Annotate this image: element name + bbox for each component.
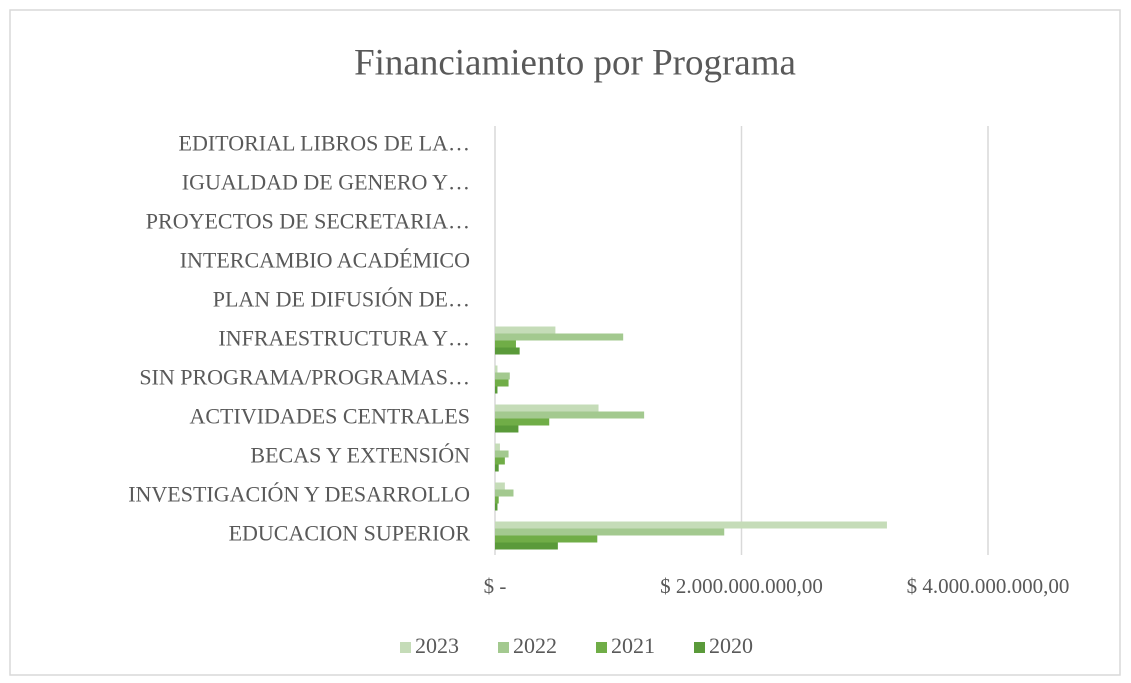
bar [495, 443, 500, 451]
bar [495, 333, 624, 341]
x-tick-label: $ - [484, 574, 507, 598]
bar [495, 372, 510, 380]
legend-label: 2023 [415, 633, 459, 658]
bar [495, 365, 498, 373]
bar [495, 528, 725, 536]
bar [495, 450, 509, 458]
y-tick-label: ACTIVIDADES CENTRALES [190, 404, 471, 429]
y-tick-label: PROYECTOS DE SECRETARIA… [146, 209, 470, 234]
y-tick-label: IGUALDAD DE GENERO Y… [182, 170, 470, 195]
bar [495, 535, 598, 543]
chart-border [9, 9, 1121, 676]
x-tick-label: $ 2.000.000.000,00 [660, 574, 823, 598]
bar [495, 457, 505, 465]
x-tick-label: $ 4.000.000.000,00 [907, 574, 1070, 598]
legend-label: 2022 [513, 633, 557, 658]
bar [495, 496, 499, 504]
y-tick-label: PLAN DE DIFUSIÓN DE… [213, 287, 470, 312]
bar [495, 411, 645, 419]
legend-swatch [596, 642, 607, 653]
bar [495, 482, 505, 490]
bar [495, 379, 509, 387]
bar [495, 503, 498, 511]
legend-label: 2020 [709, 633, 753, 658]
legend-swatch [694, 642, 705, 653]
bar [495, 464, 499, 472]
chart-title: Financiamiento por Programa [354, 42, 796, 83]
y-tick-label: EDUCACION SUPERIOR [229, 521, 471, 546]
legend-swatch [498, 642, 509, 653]
bar [495, 425, 519, 433]
bar [495, 489, 514, 497]
bar [495, 521, 887, 529]
y-tick-label: INTERCAMBIO ACADÉMICO [180, 248, 470, 273]
legend-swatch [400, 642, 411, 653]
bar [495, 386, 498, 394]
y-tick-label: INVESTIGACIÓN Y DESARROLLO [128, 482, 470, 507]
bar [495, 404, 599, 412]
y-tick-label: SIN PROGRAMA/PROGRAMAS… [139, 365, 470, 390]
y-tick-label: BECAS Y EXTENSIÓN [250, 443, 470, 468]
bar [495, 326, 556, 334]
bar [495, 542, 558, 550]
bar [495, 347, 520, 355]
y-tick-label: EDITORIAL LIBROS DE LA… [179, 131, 470, 156]
y-tick-label: INFRAESTRUCTURA Y… [218, 326, 470, 351]
bar [495, 418, 550, 426]
bar [495, 340, 516, 348]
legend-label: 2021 [611, 633, 655, 658]
